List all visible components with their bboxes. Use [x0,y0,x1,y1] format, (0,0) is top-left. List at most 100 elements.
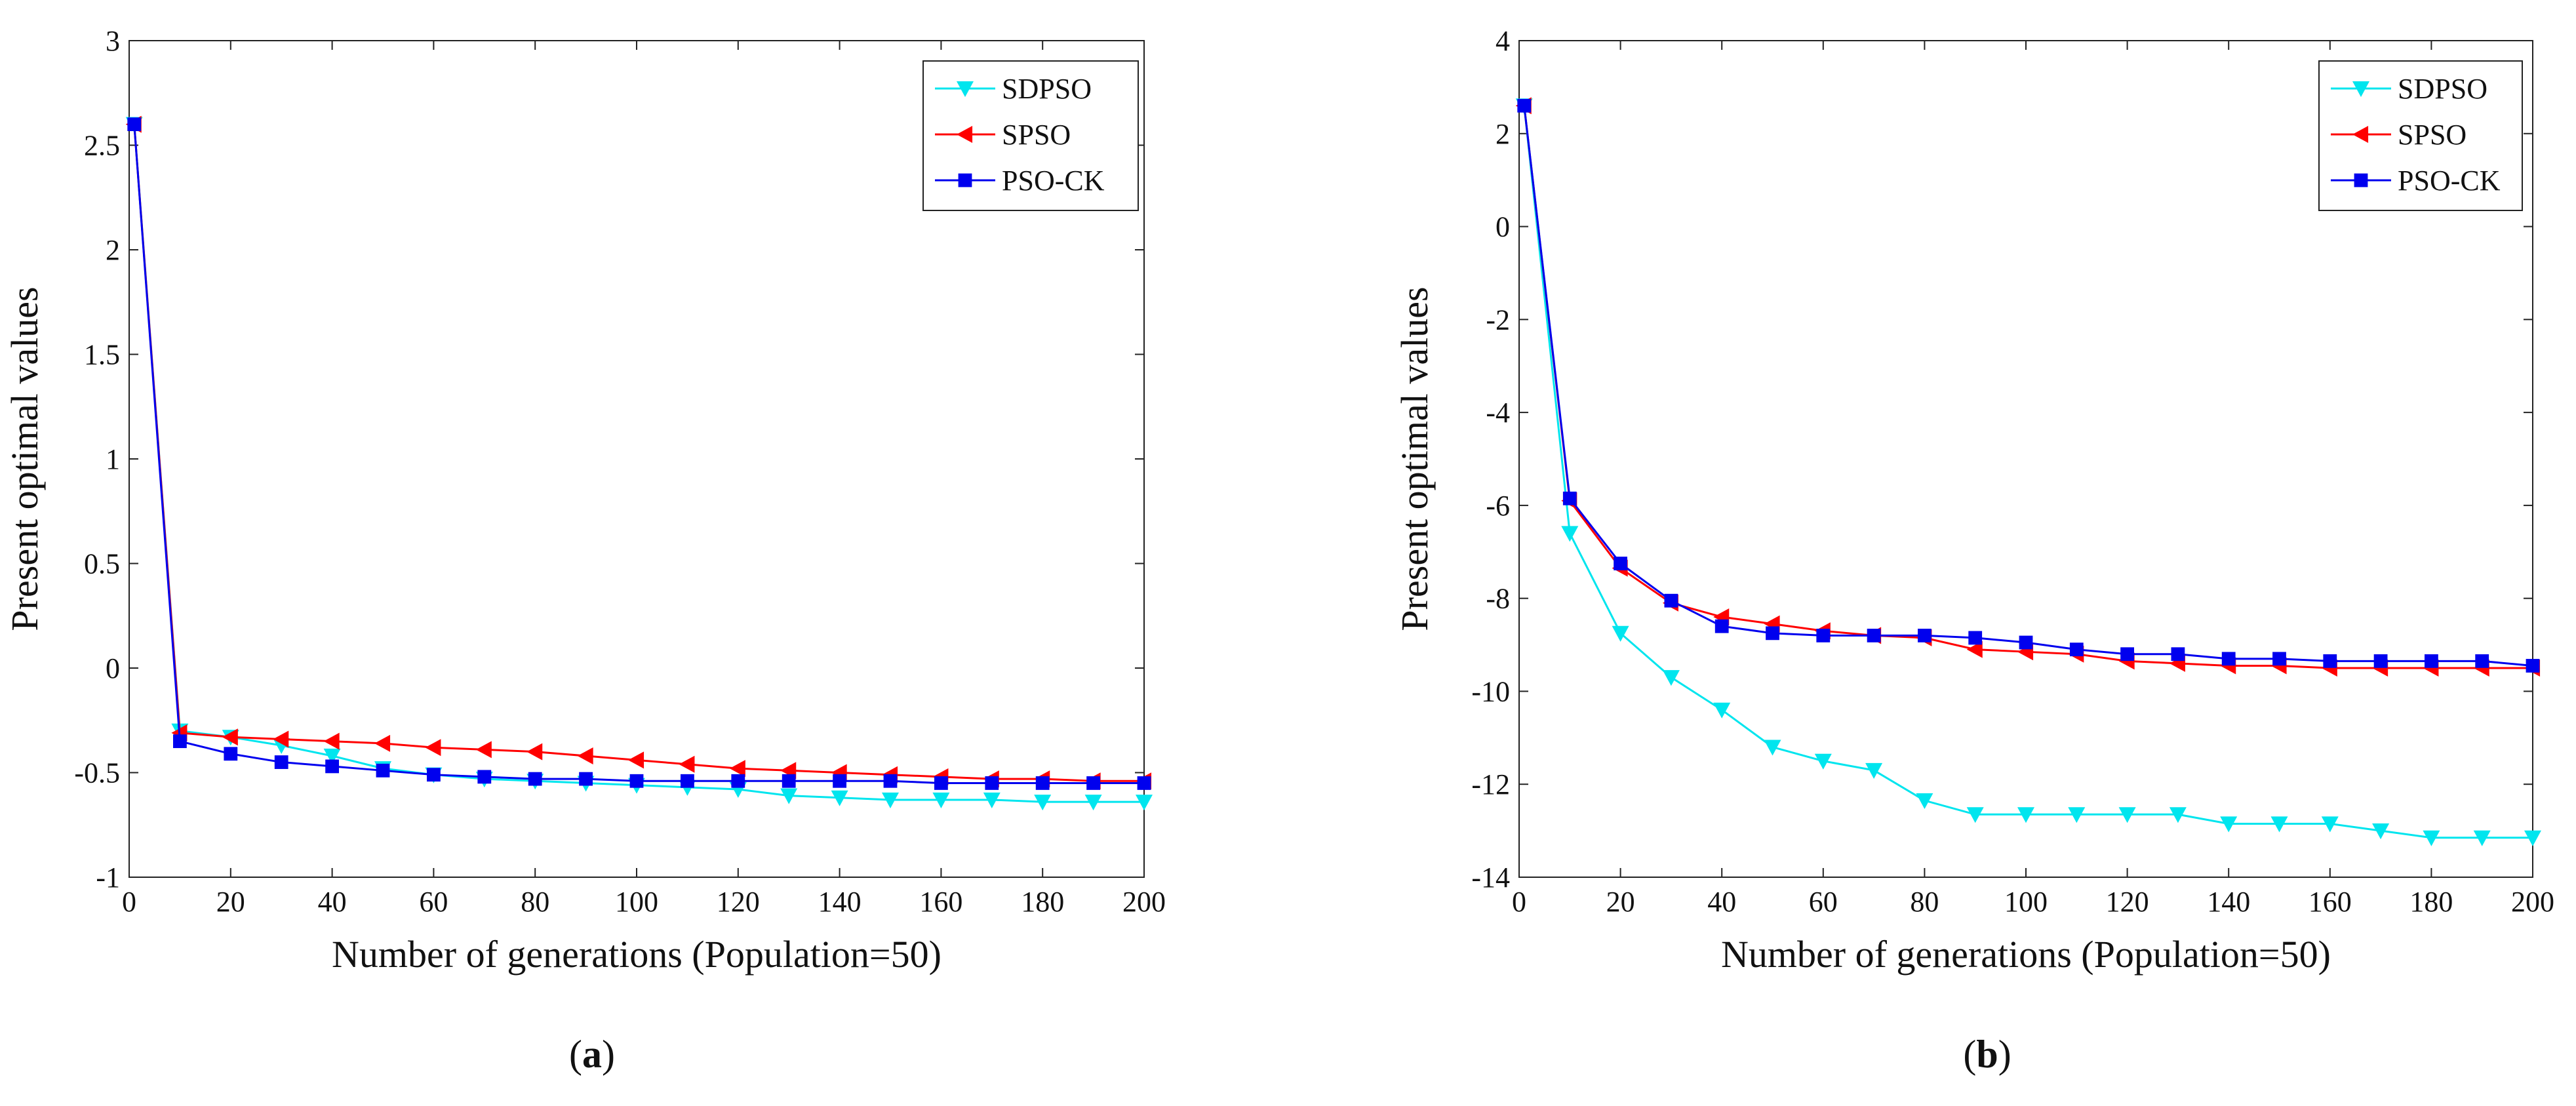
legend-marker-pso-ck [958,173,972,188]
x-tick-label: 140 [818,886,862,918]
x-tick-label: 0 [122,886,136,918]
data-point-spso [628,751,644,769]
data-point-pso-ck [1714,619,1729,633]
data-point-pso-ck [1137,776,1151,790]
data-point-pso-ck [2425,654,2438,668]
data-point-sdpso [983,792,1001,808]
data-point-spso [679,755,695,773]
legend-label-sdpso: SDPSO [2398,73,2487,105]
legend: SDPSO SPSO PSO-CK [922,60,1139,211]
data-point-pso-ck [477,770,492,784]
y-axis-label: Present optimal values [1393,286,1436,631]
x-tick-label: 80 [1910,886,1939,918]
x-tick-label: 180 [1021,886,1064,918]
x-tick-label: 180 [2409,886,2453,918]
x-tick-label: 100 [615,886,658,918]
data-point-pso-ck [528,772,542,786]
data-point-spso [222,728,238,746]
data-point-sdpso [1034,795,1052,811]
data-point-pso-ck [376,763,390,778]
data-point-pso-ck [127,117,142,131]
data-point-sdpso [780,788,798,804]
data-point-sdpso [1814,753,1832,770]
data-point-sdpso [1136,795,1153,811]
series-line-sdpso [133,124,1144,803]
data-point-pso-ck [2221,652,2236,666]
data-point-pso-ck [2069,642,2084,657]
x-tick-label: 160 [2308,886,2352,918]
data-point-sdpso [1612,625,1629,642]
series-sdpso [125,117,1153,811]
x-tick-label: 120 [717,886,760,918]
data-point-pso-ck [731,774,745,788]
data-point-pso-ck [883,774,898,788]
data-point-pso-ck [1867,628,1881,642]
y-tick-label: 2 [1496,118,1510,150]
data-point-pso-ck [1816,628,1831,642]
data-point-pso-ck [1614,557,1627,570]
data-point-spso [577,747,593,764]
data-point-pso-ck [1517,98,1532,113]
data-point-sdpso [1713,702,1731,719]
data-point-pso-ck [1918,628,1932,642]
y-tick-label: 0 [106,652,120,684]
y-tick-label: -8 [1486,583,1510,615]
series-spso [125,115,1152,790]
data-point-sdpso [2473,830,2491,846]
x-tick-label: 200 [2511,886,2554,918]
data-point-pso-ck [2373,654,2388,668]
data-point-spso [475,741,492,759]
data-point-sdpso [2321,816,2339,833]
data-point-sdpso [1084,795,1102,811]
y-tick-label: 1 [106,443,120,475]
x-axis-label: Number of generations (Population=50) [332,933,941,976]
x-tick-label: 200 [1122,886,1166,918]
data-point-sdpso [2220,816,2238,833]
data-point-pso-ck [2120,647,2134,662]
data-point-sdpso [2169,807,2187,823]
data-point-pso-ck [833,774,846,788]
x-tick-label: 160 [919,886,962,918]
y-tick-label: 2.5 [84,130,120,162]
data-point-spso [526,743,543,760]
y-tick-label: -4 [1486,397,1510,429]
y-axis-label: Present optimal values [3,286,46,631]
legend: SDPSO SPSO PSO-CK [2318,60,2523,211]
panel-caption: (a) [569,1033,615,1076]
series-pso-ck [1517,98,2540,673]
y-tick-label: 1.5 [84,339,120,371]
legend-label-sdpso: SDPSO [1002,73,1092,105]
series-line-spso [133,124,1144,782]
y-tick-label: -1 [96,861,120,894]
data-point-spso [729,760,745,778]
y-tick-label: -6 [1486,490,1510,522]
data-point-pso-ck [1562,491,1577,505]
data-point-pso-ck [934,776,948,790]
chart-panel-b: 0 20 40 60 80 100 120 140 160 180 200-14-12-10-8-6… [1393,25,2554,1076]
data-point-spso [323,732,340,750]
legend-label-spso: SPSO [1002,119,1071,151]
data-point-spso [374,734,391,752]
data-point-sdpso [1966,807,1984,823]
legend-marker-spso [2352,126,2369,143]
legend-marker-sdpso [2352,81,2369,97]
data-point-sdpso [2372,823,2390,840]
x-tick-label: 20 [1606,886,1635,918]
y-tick-label: -14 [1471,861,1510,894]
data-point-sdpso [1561,526,1579,542]
x-tick-label: 80 [521,886,549,918]
chart-panel-a: 0 20 40 60 80 100 120 140 160 180 200 -1 -0.5 0 0.5 1 1.… [3,25,1166,1076]
y-tick-label: -0.5 [74,757,120,789]
data-point-sdpso [2118,807,2136,823]
legend-marker-sdpso [957,81,974,97]
data-point-pso-ck [2019,635,2033,650]
series-pso-ck [127,117,1151,790]
data-point-sdpso [882,792,899,808]
series-line-sdpso [1523,106,2533,839]
y-tick-label: 0 [1496,211,1510,243]
data-point-pso-ck [1968,631,1983,645]
legend-label-pso-ck: PSO-CK [2398,165,2501,197]
data-point-sdpso [2423,830,2440,846]
data-point-pso-ck [629,774,644,788]
data-point-pso-ck [1766,626,1779,641]
